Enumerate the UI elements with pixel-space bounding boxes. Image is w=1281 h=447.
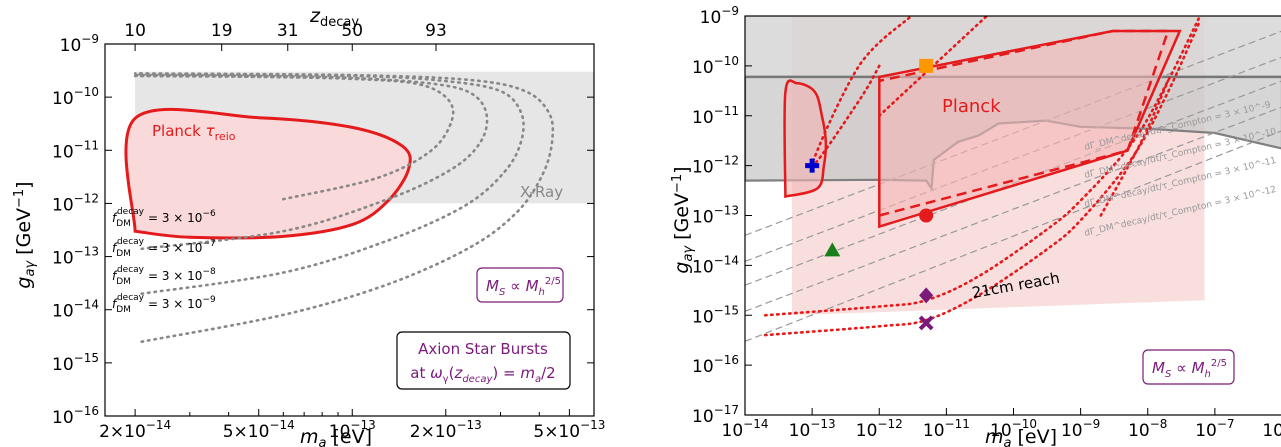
x-tick-label-3: 2×10−13 (410, 418, 482, 442)
y-tick-label-0: 10−16 (52, 404, 99, 428)
right-y-ticks: 10−17 10−16 10−15 10−14 10−13 10−12 10−11 10−10… (692, 4, 752, 427)
f-label-2: fDMdecay = 3 × 10−7 (112, 237, 216, 259)
right-chart: 10−14 10−13 10−12 10−11 10−10 10−9 10−8 10−7 10−… (670, 4, 1281, 447)
compton-line-4 (745, 106, 1281, 312)
top-tick-label-4: 93 (425, 21, 447, 41)
x-marker (918, 315, 934, 331)
r-x-tick-label-8: 10−6 (1262, 417, 1281, 441)
x-tick-label-0: 2×10−14 (99, 418, 171, 442)
top-axis-label: zdecay (309, 5, 359, 30)
axion-box-line1: Axion Star Bursts (418, 340, 548, 358)
r-y-tick-label-8: 10−9 (700, 4, 739, 28)
top-tick-label-2: 31 (277, 21, 299, 41)
top-tick-label-3: 50 (341, 21, 363, 41)
f-dm-contours (133, 72, 555, 343)
r-x-tick-label-0: 10−14 (722, 417, 769, 441)
triangle-marker (824, 242, 841, 257)
square-marker (919, 58, 934, 73)
planck-region (124, 107, 412, 240)
benchmark-points (805, 58, 934, 331)
f-labels: fDMdecay = 3 × 10−6 fDMdecay = 3 × 10−7 fD… (112, 207, 216, 315)
y-tick-label-3: 10−13 (52, 245, 99, 269)
reach-line-4 (1099, 79, 1170, 217)
planck-dashed-boundary (878, 29, 1170, 217)
f-contour-2 (133, 73, 489, 251)
r-y-tick-label-4: 10−13 (692, 204, 739, 228)
r-x-tick-label-2: 10−12 (856, 417, 903, 441)
compton-line-5 (745, 130, 1281, 342)
right-x-ticks: 10−14 10−13 10−12 10−11 10−10 10−9 10−8 10−7 10−… (722, 408, 1281, 441)
y-tick-label-7: 10−9 (60, 32, 99, 56)
axion-box (396, 331, 571, 390)
ms-box-left (476, 267, 564, 303)
f-label-3: fDMdecay = 3 × 10−8 (112, 265, 216, 287)
x-tick-label-4: 5×10−13 (533, 418, 605, 442)
ms-box-left-text: MS ∝ Mh2/5 (486, 276, 561, 298)
y-tick-label-2: 10−14 (52, 298, 99, 322)
r-y-tick-label-3: 10−14 (692, 253, 739, 277)
left-axes-frame (104, 43, 595, 417)
left-x-ticks: 2×10−14 5×10−14 10−13 2×10−13 5×10−13 (99, 409, 605, 442)
r-x-tick-label-4: 10−10 (990, 417, 1037, 441)
x-tick-label-2: 10−13 (329, 418, 376, 442)
f-label-1: fDMdecay = 3 × 10−6 (112, 207, 216, 229)
y-tick-label-4: 10−12 (52, 191, 99, 215)
xray-label: X-Ray (520, 183, 563, 201)
f-label-4: fDMdecay = 3 × 10−9 (112, 293, 216, 315)
left-chart: 2×10−14 5×10−14 10−13 2×10−13 5×10−13 10−161… (12, 5, 605, 447)
f-contour-4 (133, 72, 555, 343)
circle-marker (919, 208, 934, 223)
r-y-tick-label-0: 10−17 (692, 403, 739, 427)
plus-marker-v (809, 158, 815, 173)
x-tick-label-1: 5×10−14 (223, 418, 295, 442)
left-y-ticks: 10−16 10−15 10−14 10−13 10−12 10−11 10−10 10−9 (52, 32, 594, 428)
left-top-ticks: 10 19 31 50 93 (124, 21, 447, 51)
y-tick-label-5: 10−11 (52, 138, 99, 162)
left-plot-area (124, 71, 594, 343)
r-x-tick-label-1: 10−13 (789, 417, 836, 441)
r-y-tick-label-6: 10−11 (692, 104, 739, 128)
reach-line-1 (763, 16, 1202, 317)
r-y-tick-label-1: 10−16 (692, 353, 739, 377)
right-plot-area (745, 16, 1281, 342)
right-x-axis-label: ma [eV] (985, 426, 1057, 447)
y-tick-label-6: 10−10 (52, 85, 99, 109)
ms-box-right (1142, 349, 1235, 385)
diamond-marker (919, 287, 934, 304)
right-y-axis-label: gaγ [GeV−1] (670, 166, 696, 273)
r-x-tick-label-7: 10−7 (1195, 417, 1234, 441)
r-y-tick-label-2: 10−15 (692, 303, 739, 327)
left-y-axis-label: gaγ [GeV−1] (12, 181, 38, 288)
r-y-tick-label-7: 10−10 (692, 54, 739, 78)
right-planck-label: Planck (942, 96, 1001, 117)
ms-box-right-text: MS ∝ Mh2/5 (1152, 358, 1227, 380)
top-tick-label-1: 19 (211, 21, 233, 41)
top-tick-label-0: 10 (124, 21, 146, 41)
reach-line-2 (763, 19, 1202, 337)
r-x-tick-label-6: 10−8 (1128, 417, 1167, 441)
y-tick-label-1: 10−15 (52, 351, 99, 375)
left-x-axis-label: ma [eV] (300, 426, 372, 447)
r-x-tick-label-3: 10−11 (923, 417, 970, 441)
r-y-tick-label-5: 10−12 (692, 154, 739, 178)
r-x-tick-label-5: 10−9 (1061, 417, 1100, 441)
